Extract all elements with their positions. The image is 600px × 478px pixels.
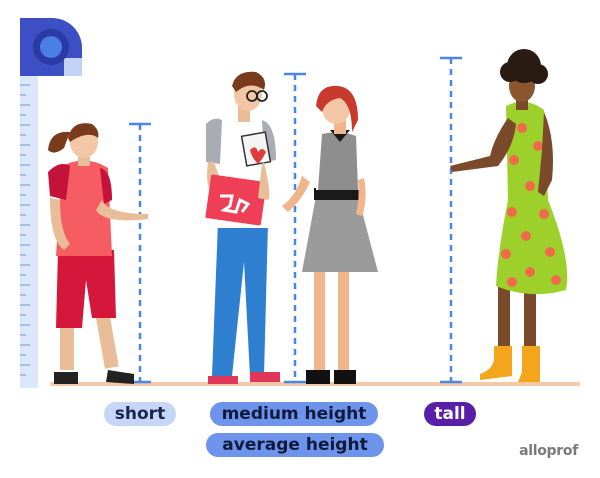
measure-line-short — [129, 122, 151, 384]
label-medium-height: medium height — [210, 402, 378, 426]
label-tall: tall — [424, 402, 476, 426]
label-average-height: average height — [206, 433, 384, 457]
measure-line-tall — [440, 56, 462, 384]
figure-girl-short — [48, 123, 148, 384]
figure-woman-tall — [450, 49, 568, 382]
measuring-tape-icon — [20, 18, 82, 388]
figure-boy-medium — [205, 71, 280, 384]
label-short: short — [104, 402, 176, 426]
measure-line-medium — [284, 72, 306, 384]
figure-woman-medium — [282, 85, 378, 384]
brand-logo: alloprof — [519, 443, 578, 459]
